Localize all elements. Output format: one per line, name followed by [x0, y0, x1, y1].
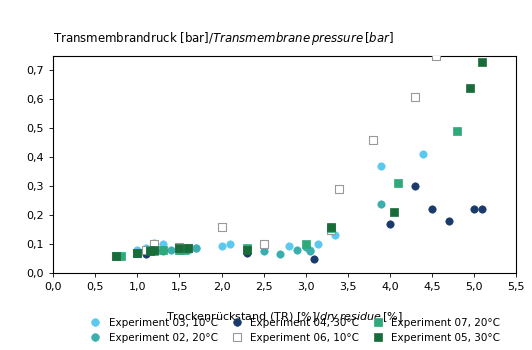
Point	[377, 201, 386, 206]
Point	[466, 85, 474, 91]
Text: Trockenrückstand (TR) [%]/$\it{dry\/residue\/ [\%]}$: Trockenrückstand (TR) [%]/$\it{dry\/resi…	[167, 310, 403, 324]
Point	[394, 181, 403, 186]
Point	[259, 248, 268, 254]
Point	[327, 224, 335, 230]
Point	[327, 225, 335, 231]
Point	[175, 246, 184, 251]
Point	[159, 248, 167, 254]
Point	[444, 218, 453, 224]
Point	[243, 247, 251, 253]
Point	[369, 137, 377, 143]
Point	[112, 253, 121, 258]
Point	[184, 246, 192, 251]
Point	[175, 246, 184, 251]
Point	[411, 94, 419, 99]
Text: Transmembrandruck [bar]/$\it{Transmembrane\/pressure\/[bar]}$: Transmembrandruck [bar]/$\it{Transmembra…	[53, 30, 394, 47]
Point	[150, 240, 159, 245]
Legend: Experiment 03, 10°C, Experiment 02, 20°C, Experiment 04, 30°C, Experiment 06, 10: Experiment 03, 10°C, Experiment 02, 20°C…	[83, 315, 502, 345]
Point	[159, 247, 167, 253]
Point	[175, 246, 184, 251]
Point	[175, 244, 184, 250]
Point	[432, 53, 440, 59]
Point	[175, 247, 184, 253]
Point	[310, 256, 318, 261]
Point	[419, 152, 428, 157]
Point	[243, 246, 251, 251]
Point	[453, 128, 461, 134]
Point	[142, 248, 150, 254]
Point	[305, 247, 314, 253]
Point	[478, 206, 487, 212]
Point	[478, 59, 487, 65]
Point	[150, 247, 159, 253]
Point	[243, 248, 251, 254]
Point	[302, 244, 310, 250]
Point	[179, 247, 188, 253]
Point	[428, 206, 436, 212]
Point	[470, 206, 478, 212]
Point	[117, 253, 125, 258]
Point	[331, 233, 339, 238]
Point	[133, 250, 142, 255]
Point	[150, 248, 159, 254]
Point	[146, 248, 154, 254]
Point	[390, 209, 398, 215]
Point	[133, 250, 142, 255]
Point	[142, 251, 150, 257]
Point	[133, 247, 142, 253]
Point	[133, 250, 142, 255]
Point	[184, 247, 192, 253]
Point	[327, 227, 335, 232]
Point	[386, 221, 394, 226]
Point	[302, 241, 310, 247]
Point	[175, 247, 184, 253]
Point	[184, 246, 192, 251]
Point	[192, 246, 201, 251]
Point	[150, 241, 159, 247]
Point	[293, 247, 302, 253]
Point	[146, 247, 154, 253]
Point	[112, 253, 121, 258]
Point	[217, 243, 226, 248]
Point	[192, 246, 201, 251]
Point	[150, 247, 159, 253]
Point	[167, 247, 175, 253]
Point	[159, 247, 167, 253]
Point	[327, 227, 335, 232]
Point	[142, 247, 150, 253]
Point	[259, 241, 268, 247]
Point	[305, 248, 314, 254]
Point	[377, 163, 386, 169]
Point	[142, 246, 150, 251]
Point	[259, 244, 268, 250]
Point	[243, 250, 251, 255]
Point	[226, 241, 234, 247]
Point	[133, 250, 142, 255]
Point	[335, 186, 344, 192]
Point	[314, 241, 322, 247]
Point	[133, 250, 142, 255]
Point	[159, 241, 167, 247]
Point	[276, 251, 285, 257]
Point	[285, 243, 293, 248]
Point	[217, 224, 226, 230]
Point	[150, 248, 159, 254]
Point	[411, 183, 419, 189]
